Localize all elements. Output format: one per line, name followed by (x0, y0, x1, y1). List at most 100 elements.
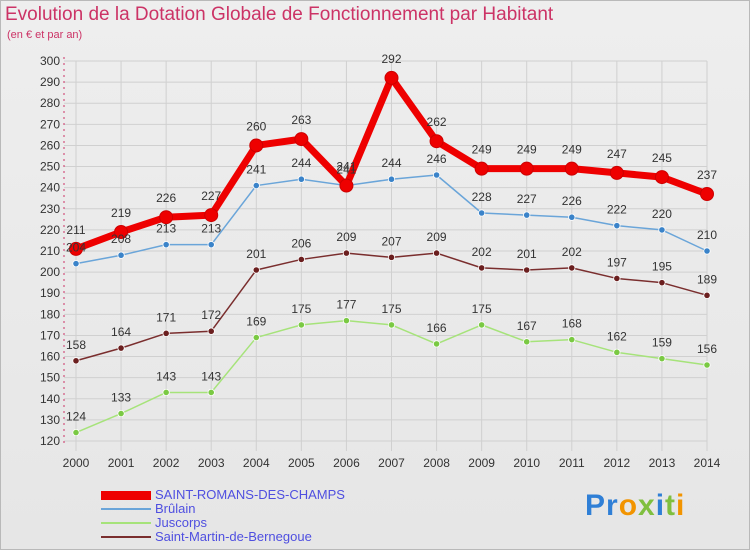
data-point (252, 181, 260, 190)
data-label: 207 (381, 234, 401, 248)
data-label: 166 (427, 321, 447, 335)
data-point (658, 279, 666, 287)
data-label: 202 (472, 245, 492, 259)
data-point (117, 344, 125, 352)
y-tick-label: 180 (40, 307, 60, 321)
data-point (568, 264, 576, 272)
data-point (342, 249, 351, 257)
data-label: 202 (562, 245, 582, 259)
data-point (384, 70, 399, 85)
data-label: 226 (156, 191, 176, 205)
data-label: 133 (111, 391, 131, 405)
data-point (523, 338, 531, 346)
data-label: 208 (111, 232, 131, 246)
data-point (568, 336, 576, 344)
data-label: 249 (562, 143, 582, 157)
data-point (478, 209, 486, 217)
data-label: 159 (652, 336, 672, 350)
data-point (568, 213, 576, 221)
data-label: 219 (111, 206, 131, 220)
data-label: 227 (201, 189, 221, 203)
data-point (613, 348, 621, 356)
x-tick-label: 2009 (468, 456, 495, 470)
data-point (703, 361, 711, 369)
data-label: 197 (607, 255, 627, 269)
data-label: 247 (607, 147, 627, 161)
data-point (297, 321, 305, 329)
y-tick-label: 230 (40, 202, 60, 216)
data-label: 263 (291, 113, 311, 127)
x-tick-label: 2003 (198, 456, 225, 470)
y-tick-label: 130 (40, 413, 60, 427)
data-point (204, 208, 219, 223)
data-point (387, 321, 396, 329)
data-point (523, 266, 531, 274)
data-label: 292 (381, 52, 401, 66)
data-point (252, 333, 260, 342)
data-label: 206 (291, 236, 311, 250)
data-label: 175 (291, 302, 311, 316)
data-point (249, 138, 264, 153)
x-tick-label: 2013 (649, 456, 676, 470)
data-label: 237 (697, 168, 717, 182)
y-tick-label: 250 (40, 160, 60, 174)
y-tick-label: 170 (40, 328, 60, 342)
data-label: 189 (697, 272, 717, 286)
data-label: 195 (652, 260, 672, 274)
data-label: 209 (336, 230, 356, 244)
data-label: 213 (201, 222, 221, 236)
x-tick-label: 2014 (694, 456, 721, 470)
data-point (72, 428, 80, 437)
data-label: 168 (562, 317, 582, 331)
legend-swatch (101, 522, 151, 524)
data-label: 262 (427, 115, 447, 129)
data-point (523, 211, 531, 219)
data-label: 222 (607, 203, 627, 217)
data-point (654, 170, 669, 185)
data-point (162, 241, 170, 249)
data-point (432, 340, 441, 348)
data-label: 244 (381, 156, 401, 170)
y-tick-label: 120 (40, 434, 60, 448)
data-point (252, 266, 260, 274)
data-point (474, 161, 489, 176)
data-label: 246 (427, 152, 447, 166)
data-labels: 204 208 213 213 241 244 241 244 246 228 227 226 222 2… (66, 52, 717, 424)
data-label: 201 (246, 247, 266, 261)
data-point (207, 327, 215, 335)
data-label: 209 (427, 230, 447, 244)
data-label: 156 (697, 342, 717, 356)
x-tick-label: 2004 (243, 456, 270, 470)
y-tick-label: 190 (40, 286, 60, 300)
x-tick-label: 2002 (153, 456, 180, 470)
x-tick-label: 2000 (63, 456, 90, 470)
legend-swatch (101, 508, 151, 510)
data-label: 175 (472, 302, 492, 316)
data-point (117, 251, 125, 259)
data-point (294, 132, 309, 147)
legend-swatch (101, 490, 151, 500)
proxiti-logo: Proxiti (585, 489, 686, 522)
data-label: 210 (697, 228, 717, 242)
data-point (159, 210, 174, 225)
data-label: 249 (472, 143, 492, 157)
legend-label: SAINT-ROMANS-DES-CHAMPS (155, 487, 345, 502)
x-tick-label: 2010 (513, 456, 540, 470)
data-point (387, 175, 396, 183)
y-tick-label: 260 (40, 138, 60, 152)
data-point (519, 161, 534, 176)
data-label: 162 (607, 329, 627, 343)
data-label: 124 (66, 410, 86, 424)
data-point (609, 165, 624, 180)
data-label: 177 (336, 298, 356, 312)
legend-label: Brûlain (155, 501, 196, 516)
data-label: 213 (156, 222, 176, 236)
data-label: 175 (381, 302, 401, 316)
data-point (114, 225, 129, 239)
data-point (342, 317, 351, 325)
grid-lines (64, 60, 708, 451)
data-point (432, 249, 441, 257)
y-tick-label: 270 (40, 117, 60, 131)
x-tick-label: 2007 (378, 456, 405, 470)
data-label: 241 (336, 160, 356, 174)
